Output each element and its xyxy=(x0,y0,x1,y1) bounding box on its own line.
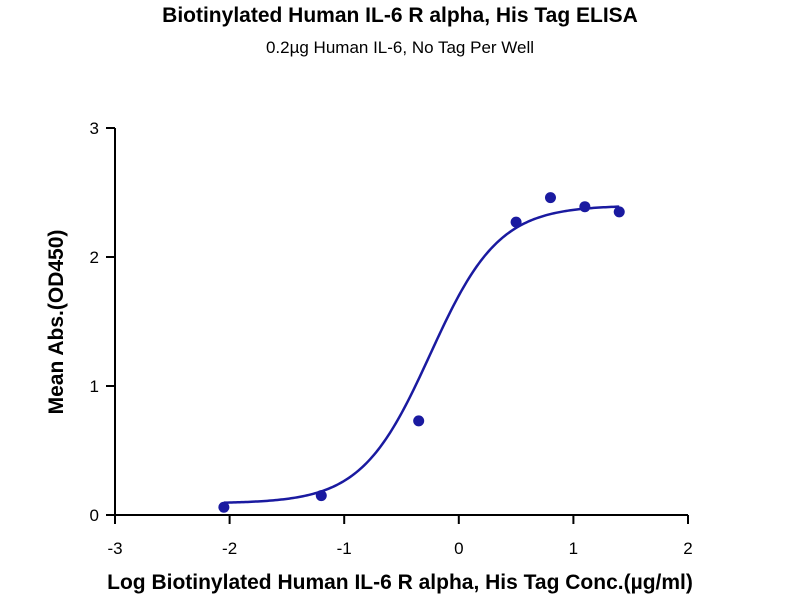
x-tick-label: -2 xyxy=(222,539,237,558)
x-axis-label: Log Biotinylated Human IL-6 R alpha, His… xyxy=(107,571,693,594)
data-point xyxy=(510,216,522,228)
chart-title: Biotinylated Human IL-6 R alpha, His Tag… xyxy=(162,4,638,27)
x-tick-label: -3 xyxy=(107,539,122,558)
x-tick-label: 2 xyxy=(683,539,692,558)
data-points xyxy=(218,192,625,513)
fit-curve xyxy=(223,205,620,504)
y-tick-label: 3 xyxy=(90,119,99,138)
x-tick-label: -1 xyxy=(337,539,352,558)
chart-subtitle: 0.2µg Human IL-6, No Tag Per Well xyxy=(266,38,534,57)
data-point xyxy=(613,206,625,218)
y-axis: 0 1 2 3 xyxy=(90,119,116,525)
data-point xyxy=(218,501,230,513)
y-tick-label: 1 xyxy=(90,377,99,396)
y-tick-label: 0 xyxy=(90,506,99,525)
x-axis: -3 -2 -1 0 1 2 xyxy=(107,514,693,558)
data-point xyxy=(544,192,556,204)
y-tick-label: 2 xyxy=(90,248,99,267)
data-point xyxy=(315,490,327,502)
data-point xyxy=(413,415,425,427)
data-point xyxy=(579,201,591,213)
x-tick-label: 0 xyxy=(454,539,463,558)
y-axis-label: Mean Abs.(OD450) xyxy=(45,230,68,415)
x-tick-label: 1 xyxy=(569,539,578,558)
